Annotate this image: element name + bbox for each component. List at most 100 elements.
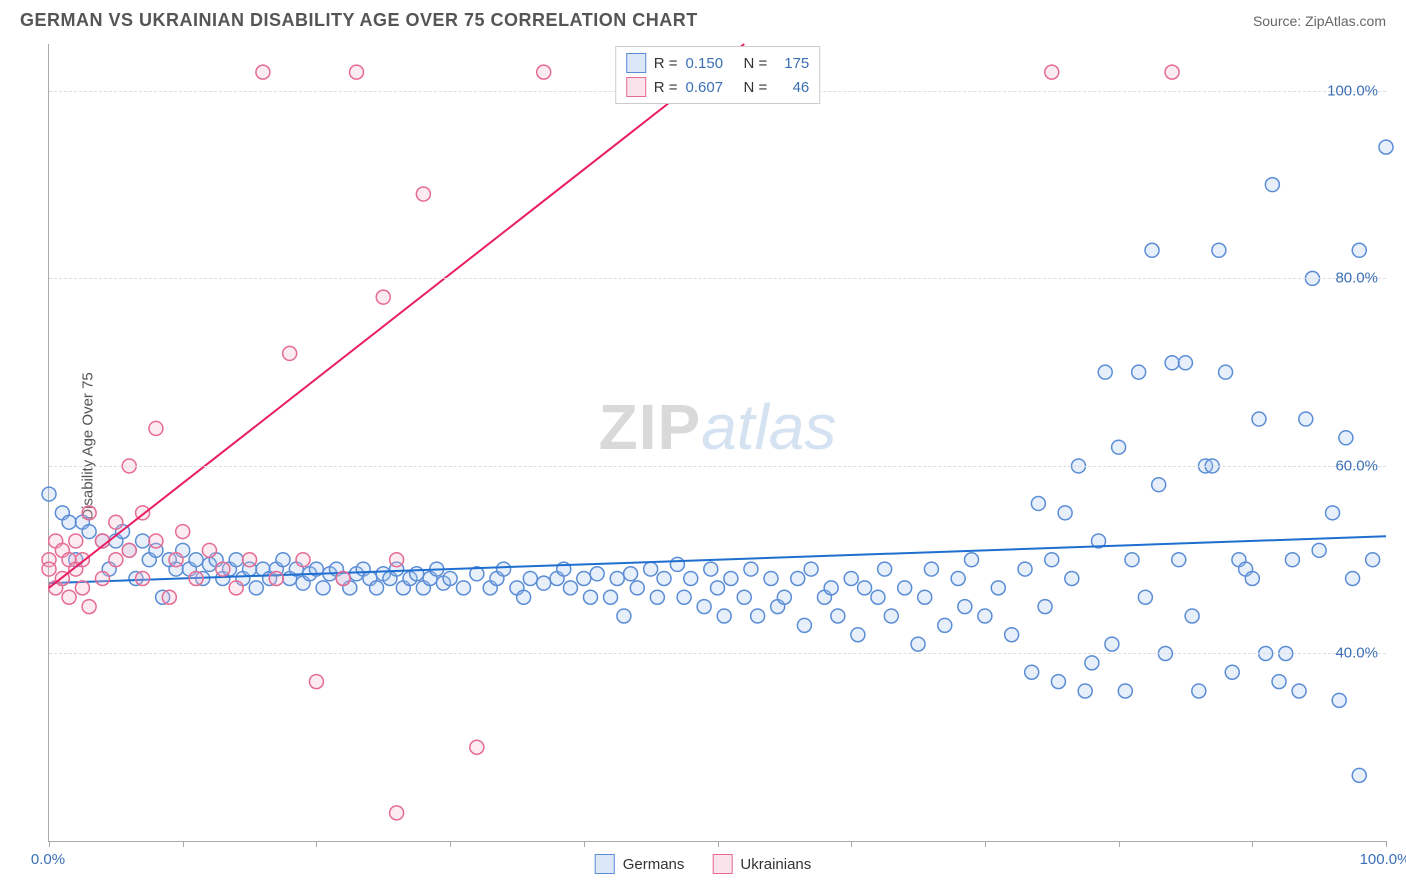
data-point: [1145, 243, 1159, 257]
data-point: [523, 571, 537, 585]
data-point: [517, 590, 531, 604]
data-point: [1212, 243, 1226, 257]
data-point: [136, 534, 150, 548]
data-point: [604, 590, 618, 604]
data-point: [1339, 431, 1353, 445]
data-point: [911, 637, 925, 651]
data-point: [824, 581, 838, 595]
data-point: [149, 421, 163, 435]
legend-label: Germans: [623, 856, 685, 873]
data-point: [1352, 768, 1366, 782]
x-tick: [1386, 841, 1387, 847]
data-point: [109, 553, 123, 567]
x-tick-label: 0.0%: [31, 851, 65, 868]
data-point: [1152, 478, 1166, 492]
legend-row: R =0.607N =46: [626, 75, 810, 99]
legend-r-label: R =: [654, 79, 678, 96]
data-point: [717, 609, 731, 623]
data-point: [1272, 675, 1286, 689]
legend-swatch: [712, 854, 732, 874]
data-point: [1025, 665, 1039, 679]
data-point: [657, 571, 671, 585]
legend-swatch: [626, 77, 646, 97]
data-point: [537, 65, 551, 79]
data-point: [630, 581, 644, 595]
data-point: [951, 571, 965, 585]
data-point: [497, 562, 511, 576]
data-point: [791, 571, 805, 585]
data-point: [69, 534, 83, 548]
data-point: [1098, 365, 1112, 379]
data-point: [109, 515, 123, 529]
chart-title: GERMAN VS UKRAINIAN DISABILITY AGE OVER …: [20, 10, 698, 31]
data-point: [229, 581, 243, 595]
x-tick: [183, 841, 184, 847]
data-point: [1245, 571, 1259, 585]
y-tick-label: 100.0%: [1327, 82, 1378, 99]
data-point: [256, 65, 270, 79]
data-point: [189, 571, 203, 585]
data-point: [563, 581, 577, 595]
data-point: [1051, 675, 1065, 689]
data-point: [898, 581, 912, 595]
data-point: [938, 618, 952, 632]
data-point: [684, 571, 698, 585]
data-point: [1352, 243, 1366, 257]
legend-n-label: N =: [744, 55, 768, 72]
data-point: [216, 562, 230, 576]
legend-r-value: 0.150: [686, 55, 736, 72]
data-point: [804, 562, 818, 576]
data-point: [1225, 665, 1239, 679]
data-point: [884, 609, 898, 623]
data-point: [376, 290, 390, 304]
data-point: [1346, 571, 1360, 585]
data-point: [711, 581, 725, 595]
data-point: [1285, 553, 1299, 567]
data-point: [670, 557, 684, 571]
data-point: [737, 590, 751, 604]
data-point: [1031, 496, 1045, 510]
x-tick-label: 100.0%: [1360, 851, 1406, 868]
data-point: [456, 581, 470, 595]
data-point: [844, 571, 858, 585]
data-point: [1292, 684, 1306, 698]
data-point: [851, 628, 865, 642]
data-point: [797, 618, 811, 632]
data-point: [590, 567, 604, 581]
data-point: [1165, 356, 1179, 370]
data-point: [75, 581, 89, 595]
data-point: [122, 543, 136, 557]
legend-n-label: N =: [744, 79, 768, 96]
data-point: [617, 609, 631, 623]
data-point: [644, 562, 658, 576]
source-attribution: Source: ZipAtlas.com: [1253, 13, 1386, 29]
data-point: [1366, 553, 1380, 567]
data-point: [724, 571, 738, 585]
data-point: [1185, 609, 1199, 623]
data-point: [764, 571, 778, 585]
data-point: [1252, 412, 1266, 426]
y-tick-label: 80.0%: [1335, 270, 1378, 287]
data-point: [1125, 553, 1139, 567]
legend-swatch: [626, 53, 646, 73]
data-point: [243, 553, 257, 567]
data-point: [751, 609, 765, 623]
data-point: [1178, 356, 1192, 370]
data-point: [276, 553, 290, 567]
data-point: [1219, 365, 1233, 379]
data-point: [249, 581, 263, 595]
data-point: [410, 567, 424, 581]
data-point: [1165, 65, 1179, 79]
data-point: [283, 346, 297, 360]
data-point: [1132, 365, 1146, 379]
data-point: [871, 590, 885, 604]
data-point: [169, 553, 183, 567]
data-point: [991, 581, 1005, 595]
data-point: [1112, 440, 1126, 454]
data-point: [82, 600, 96, 614]
plot-area: ZIPatlas R =0.150N =175R =0.607N =46 40.…: [48, 44, 1386, 842]
data-point: [296, 553, 310, 567]
x-tick: [851, 841, 852, 847]
series-legend: GermansUkrainians: [595, 854, 812, 874]
data-point: [1078, 684, 1092, 698]
